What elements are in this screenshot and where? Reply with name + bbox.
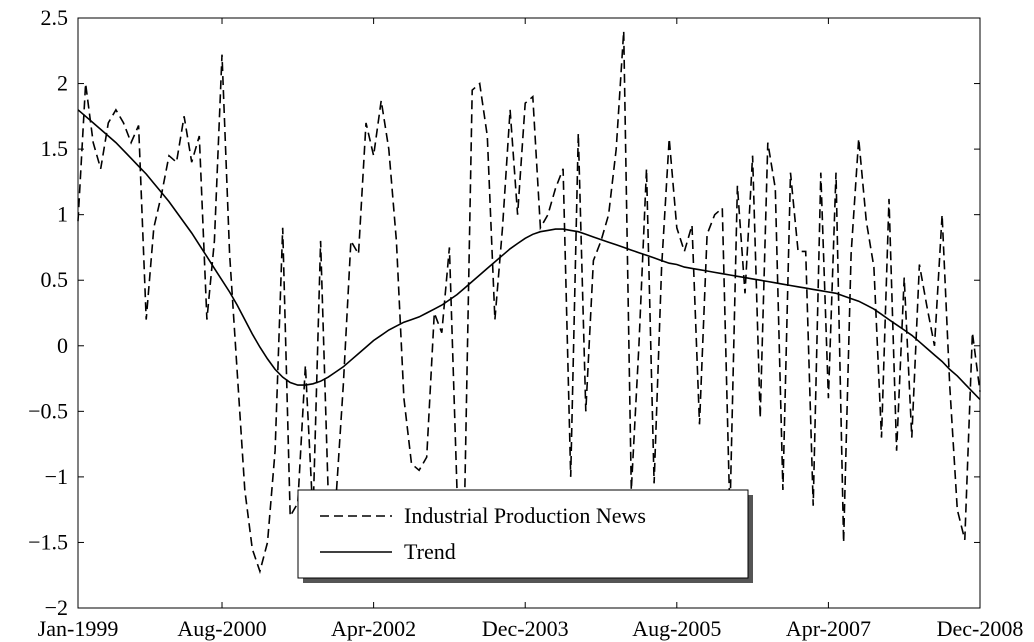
plot-frame [77, 17, 981, 609]
y-tick-label: 0 [57, 333, 68, 358]
x-tick-label: Apr-2007 [786, 616, 871, 641]
x-tick-label: Apr-2002 [331, 616, 416, 641]
y-tick-label: 1.5 [41, 136, 69, 161]
y-tick-label: −1.5 [28, 529, 68, 554]
x-tick-label: Aug-2005 [632, 616, 721, 641]
y-tick-label: −2 [45, 595, 68, 620]
x-tick-label: Dec-2003 [482, 616, 569, 641]
y-tick-label: 2 [57, 71, 68, 96]
legend-label: Trend [404, 539, 456, 564]
legend-box [297, 489, 749, 579]
y-tick-label: −1 [45, 464, 68, 489]
series-line [77, 109, 981, 401]
x-tick-label: Dec-2008 [937, 616, 1024, 641]
y-tick-label: −0.5 [28, 398, 68, 423]
series-line [77, 31, 981, 575]
legend-label: Industrial Production News [404, 503, 646, 528]
y-tick-label: 2.5 [41, 5, 69, 30]
x-tick-label: Jan-1999 [38, 616, 119, 641]
y-tick-label: 0.5 [41, 267, 69, 292]
y-tick-label: 1 [57, 202, 68, 227]
x-tick-label: Aug-2000 [177, 616, 266, 641]
